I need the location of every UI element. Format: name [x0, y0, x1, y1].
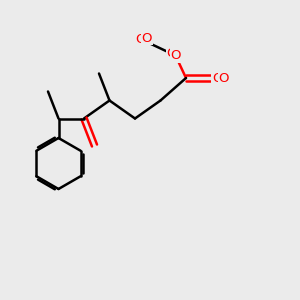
Text: O: O: [218, 71, 229, 85]
Text: O: O: [170, 49, 181, 62]
Text: O: O: [167, 47, 177, 61]
Text: O: O: [142, 32, 152, 45]
Text: O: O: [135, 33, 146, 46]
Text: O: O: [212, 71, 223, 85]
